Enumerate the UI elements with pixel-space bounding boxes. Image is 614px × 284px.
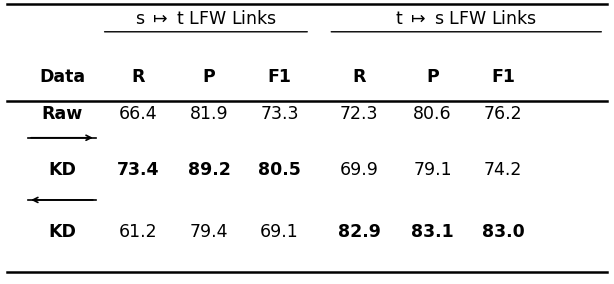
- Text: 69.9: 69.9: [340, 161, 378, 179]
- Text: 74.2: 74.2: [484, 161, 523, 179]
- Text: 81.9: 81.9: [190, 105, 228, 123]
- Text: 73.3: 73.3: [260, 105, 298, 123]
- Text: 83.0: 83.0: [481, 224, 524, 241]
- Text: Raw: Raw: [41, 105, 82, 123]
- Text: 83.1: 83.1: [411, 224, 454, 241]
- Text: 79.1: 79.1: [413, 161, 452, 179]
- Text: 76.2: 76.2: [484, 105, 523, 123]
- Text: R: R: [132, 68, 146, 86]
- Text: 89.2: 89.2: [187, 161, 230, 179]
- Text: KD: KD: [48, 224, 76, 241]
- Text: R: R: [352, 68, 366, 86]
- Text: 80.5: 80.5: [258, 161, 301, 179]
- Text: 72.3: 72.3: [340, 105, 378, 123]
- Text: KD: KD: [48, 161, 76, 179]
- Text: 73.4: 73.4: [117, 161, 160, 179]
- Text: P: P: [203, 68, 216, 86]
- Text: 66.4: 66.4: [119, 105, 158, 123]
- Text: t $\mapsto$ s LFW Links: t $\mapsto$ s LFW Links: [395, 10, 537, 28]
- Text: 61.2: 61.2: [119, 224, 158, 241]
- Text: 80.6: 80.6: [413, 105, 452, 123]
- Text: F1: F1: [491, 68, 515, 86]
- Text: P: P: [426, 68, 439, 86]
- Text: 82.9: 82.9: [338, 224, 381, 241]
- Text: Data: Data: [39, 68, 85, 86]
- Text: s $\mapsto$ t LFW Links: s $\mapsto$ t LFW Links: [135, 10, 277, 28]
- Text: F1: F1: [268, 68, 292, 86]
- Text: 69.1: 69.1: [260, 224, 299, 241]
- Text: 79.4: 79.4: [190, 224, 228, 241]
